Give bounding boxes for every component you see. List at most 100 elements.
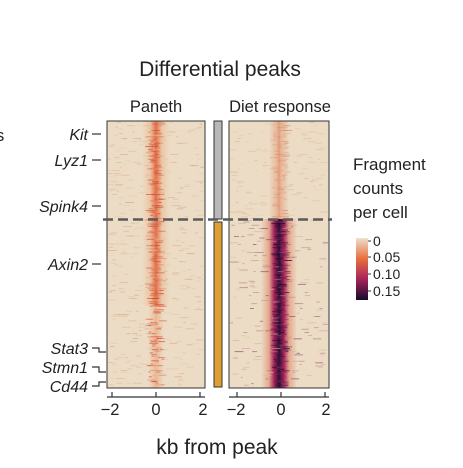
heatmap-texture-cell	[275, 264, 284, 266]
heatmap-diet-response-enriched-band	[229, 219, 329, 388]
heatmap-texture-cell	[275, 136, 278, 138]
heatmap-texture-cell	[304, 178, 309, 179]
heatmap-texture-cell	[181, 242, 184, 243]
heatmap-texture-cell	[243, 332, 248, 333]
heatmap-texture-cell	[148, 131, 151, 133]
heatmap-texture-cell	[127, 320, 137, 322]
heatmap-texture-cell	[153, 310, 160, 312]
panel-title-diet-response: Diet response	[229, 98, 331, 116]
heatmap-texture-cell	[169, 122, 173, 123]
heatmap-texture-cell	[274, 328, 280, 330]
heatmap-texture-cell	[187, 269, 191, 271]
heatmap-texture-cell	[232, 131, 238, 133]
heatmap-texture-cell	[277, 336, 283, 338]
heatmap-texture-cell	[154, 198, 157, 200]
heatmap-texture-cell	[285, 336, 292, 338]
heatmap-texture-cell	[156, 365, 164, 367]
heatmap-texture-cell	[133, 246, 141, 248]
heatmap-texture-cell	[275, 211, 284, 213]
heatmap-texture-cell	[201, 278, 204, 280]
heatmap-diet-response	[228, 120, 330, 389]
heatmap-texture-cell	[194, 309, 203, 311]
heatmap-texture-cell	[149, 342, 159, 344]
heatmap-texture-cell	[155, 291, 158, 293]
heatmap-texture-cell	[144, 165, 150, 167]
heatmap-texture-cell	[284, 349, 292, 351]
heatmap-texture-cell	[152, 227, 158, 229]
heatmap-texture-cell	[119, 253, 125, 255]
heatmap-texture-cell	[277, 298, 286, 300]
cropped-left-label: s	[0, 127, 4, 145]
heatmap-texture-cell	[170, 205, 173, 207]
heatmap-texture-cell	[149, 144, 159, 146]
heatmap-texture-cell	[183, 352, 186, 354]
heatmap-texture-cell	[241, 348, 250, 349]
heatmap-texture-cell	[118, 147, 126, 149]
heatmap-texture-cell	[270, 335, 280, 337]
heatmap-texture-cell	[128, 179, 134, 181]
heatmap-texture-cell	[242, 368, 247, 370]
heatmap-texture-cell	[111, 194, 118, 195]
heatmap-texture-cell	[275, 362, 283, 364]
heatmap-texture-cell	[148, 226, 154, 227]
heatmap-texture-cell	[180, 285, 188, 287]
heatmap-texture-cell	[114, 157, 120, 159]
heatmap-texture-cell	[116, 162, 122, 163]
heatmap-texture-cell	[183, 186, 190, 187]
heatmap-texture-cell	[279, 144, 286, 146]
heatmap-texture-cell	[278, 327, 287, 329]
heatmap-texture-cell	[275, 221, 283, 223]
heatmap-texture-cell	[147, 336, 156, 338]
heatmap-texture-cell	[108, 173, 113, 175]
heatmap-texture-cell	[286, 147, 289, 149]
heatmap-texture-cell	[237, 168, 241, 170]
heatmap-texture-cell	[275, 258, 284, 260]
heatmap-texture-cell	[285, 229, 288, 231]
heatmap-texture-cell	[147, 222, 154, 224]
heatmap-texture-cell	[165, 278, 169, 280]
heatmap-texture-cell	[275, 309, 282, 311]
heatmap-texture-cell	[247, 214, 252, 216]
heatmap-texture-cell	[154, 280, 158, 282]
heatmap-texture-cell	[284, 171, 291, 173]
heatmap-texture-cell	[245, 141, 250, 143]
heatmap-texture-cell	[132, 141, 137, 143]
heatmap-texture-cell	[178, 379, 183, 381]
heatmap-texture-cell	[318, 367, 323, 369]
heatmap-texture-cell	[282, 165, 288, 167]
heatmap-texture-cell	[236, 268, 240, 269]
heatmap-texture-cell	[129, 341, 138, 343]
heatmap-texture-cell	[280, 332, 285, 333]
heatmap-texture-cell	[145, 210, 154, 211]
heatmap-texture-cell	[156, 274, 160, 275]
heatmap-texture-cell	[282, 311, 287, 313]
heatmap-texture-cell	[275, 380, 279, 381]
heatmap-texture-cell	[261, 260, 267, 261]
heatmap-texture-cell	[272, 216, 278, 218]
heatmap-texture-cell	[149, 275, 157, 277]
heatmap-texture-cell	[254, 325, 261, 327]
heatmap-texture-cell	[280, 197, 285, 199]
heatmap-texture-cell	[157, 250, 161, 251]
heatmap-texture-cell	[150, 341, 158, 343]
heatmap-texture-cell	[294, 236, 303, 237]
heatmap-texture-cell	[250, 282, 255, 284]
x-tick-label-diet-2: 2	[321, 401, 330, 419]
heatmap-texture-cell	[188, 130, 195, 131]
heatmap-texture-cell	[280, 213, 286, 215]
heatmap-texture-cell	[132, 162, 141, 163]
heatmap-texture-cell	[174, 376, 182, 378]
row-group-diet-response	[213, 221, 223, 388]
heatmap-texture-cell	[142, 125, 151, 127]
heatmap-texture-cell	[278, 208, 282, 210]
heatmap-texture-cell	[301, 247, 311, 249]
heatmap-texture-cell	[279, 229, 286, 231]
heatmap-texture-cell	[178, 382, 181, 384]
heatmap-texture-cell	[144, 328, 153, 330]
heatmap-texture-cell	[172, 272, 180, 274]
heatmap-texture-cell	[121, 314, 130, 315]
heatmap-texture-cell	[296, 192, 303, 194]
heatmap-texture-cell	[247, 252, 256, 253]
heatmap-texture-cell	[112, 285, 116, 287]
heatmap-texture-cell	[151, 123, 158, 125]
